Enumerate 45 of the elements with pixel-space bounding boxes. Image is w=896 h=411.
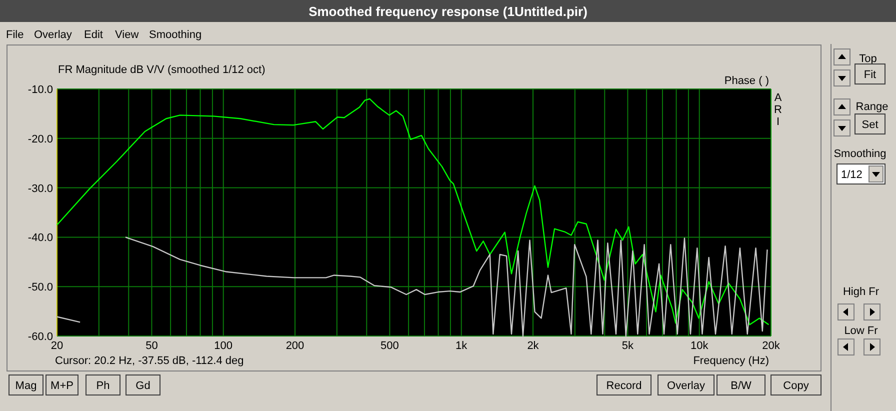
text: View [115, 29, 139, 41]
y-tick-label: -50.0 [28, 282, 53, 294]
text: Gd [136, 380, 150, 392]
x-tick-label: 10k [690, 340, 709, 352]
text: Fit [864, 69, 876, 81]
x-tick-label: 500 [380, 340, 399, 352]
y-tick-label: -20.0 [28, 133, 53, 146]
text: R [774, 104, 782, 116]
chart-title: Smoothed frequency response (1Untitled.pir) [308, 4, 588, 19]
text: 1/12 [841, 169, 862, 181]
text: Ph [96, 380, 110, 392]
text: Record [606, 380, 642, 392]
text: File [6, 29, 24, 41]
text: B/W [730, 380, 752, 392]
y-tick-label: -30.0 [28, 182, 53, 195]
text: Overlay [34, 29, 72, 41]
y-axis-title: FR Magnitude dB V/V (smoothed 1/12 oct) [58, 64, 266, 76]
x-tick-label: 2k [527, 340, 540, 352]
y-tick-label: -60.0 [28, 331, 53, 343]
y-tick-label: -10.0 [28, 84, 53, 96]
x-axis-title: Frequency (Hz) [693, 355, 769, 367]
x-tick-label: 200 [286, 340, 304, 352]
text: Cursor: 20.2 Hz, -37.55 dB, -112.4 deg [55, 355, 244, 367]
x-tick-label: 20 [50, 340, 64, 352]
x-tick-label: 20k [762, 340, 780, 352]
text: Smoothing [149, 29, 202, 41]
x-tick-label: 5k [622, 340, 634, 352]
text: I [776, 116, 780, 128]
text: Low Fr [844, 325, 878, 337]
text: Copy [783, 380, 810, 392]
x-tick-label: 100 [214, 340, 233, 352]
x-tick-label: 1k [456, 340, 468, 352]
text: High Fr [842, 286, 880, 298]
text: Overlay [667, 380, 706, 392]
text: Mag [15, 380, 37, 392]
x-tick-label: 50 [146, 340, 158, 352]
text: Top [859, 53, 877, 65]
text: Smoothing [834, 148, 886, 160]
text: Edit [84, 29, 103, 41]
y-tick-label: -40.0 [28, 232, 53, 244]
text: A [774, 92, 782, 104]
text: Set [862, 119, 878, 131]
text: Range [856, 101, 888, 113]
text: M+P [50, 380, 74, 392]
y2-axis-title: Phase ( ) [724, 75, 769, 87]
